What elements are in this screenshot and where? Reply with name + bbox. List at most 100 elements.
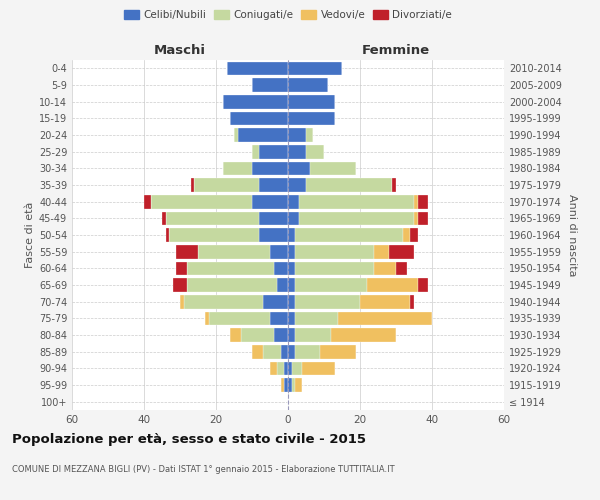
Bar: [288, 212, 299, 225]
Bar: [306, 145, 324, 158]
Bar: [277, 278, 288, 292]
Bar: [263, 345, 281, 358]
Bar: [295, 295, 360, 308]
Bar: [295, 328, 331, 342]
Bar: [288, 78, 328, 92]
Bar: [241, 328, 274, 342]
Bar: [223, 162, 252, 175]
Bar: [306, 178, 392, 192]
Bar: [281, 345, 288, 358]
Bar: [410, 228, 418, 242]
Bar: [295, 262, 374, 275]
Bar: [374, 262, 396, 275]
Bar: [270, 245, 288, 258]
Bar: [288, 295, 295, 308]
Bar: [252, 78, 288, 92]
Bar: [295, 278, 367, 292]
Bar: [331, 328, 396, 342]
Bar: [227, 62, 288, 75]
Bar: [274, 262, 288, 275]
Bar: [288, 195, 299, 208]
Bar: [299, 212, 414, 225]
Bar: [187, 262, 274, 275]
Bar: [284, 362, 288, 375]
Bar: [263, 295, 288, 308]
Bar: [288, 162, 310, 175]
Bar: [259, 178, 288, 192]
Bar: [184, 295, 263, 308]
Bar: [295, 345, 320, 358]
Bar: [252, 145, 259, 158]
Bar: [288, 362, 292, 375]
Bar: [288, 178, 306, 192]
Bar: [288, 95, 335, 108]
Bar: [360, 295, 410, 308]
Bar: [166, 228, 169, 242]
Bar: [396, 262, 407, 275]
Bar: [288, 262, 295, 275]
Bar: [295, 378, 302, 392]
Bar: [338, 312, 432, 325]
Bar: [418, 212, 428, 225]
Bar: [288, 328, 295, 342]
Bar: [367, 278, 418, 292]
Bar: [288, 278, 295, 292]
Bar: [292, 378, 295, 392]
Text: Femmine: Femmine: [362, 44, 430, 57]
Bar: [230, 112, 288, 125]
Bar: [299, 195, 414, 208]
Bar: [252, 162, 288, 175]
Bar: [209, 312, 270, 325]
Bar: [306, 128, 313, 142]
Bar: [194, 178, 259, 192]
Bar: [389, 245, 414, 258]
Bar: [310, 162, 356, 175]
Bar: [238, 128, 288, 142]
Bar: [223, 95, 288, 108]
Bar: [418, 278, 428, 292]
Bar: [410, 295, 414, 308]
Bar: [295, 228, 403, 242]
Bar: [259, 212, 288, 225]
Bar: [259, 145, 288, 158]
Bar: [284, 378, 288, 392]
Bar: [288, 145, 306, 158]
Bar: [414, 195, 418, 208]
Bar: [374, 245, 389, 258]
Bar: [418, 195, 428, 208]
Bar: [270, 362, 277, 375]
Bar: [302, 362, 335, 375]
Text: COMUNE DI MEZZANA BIGLI (PV) - Dati ISTAT 1° gennaio 2015 - Elaborazione TUTTITA: COMUNE DI MEZZANA BIGLI (PV) - Dati ISTA…: [12, 466, 395, 474]
Bar: [166, 212, 259, 225]
Bar: [259, 228, 288, 242]
Bar: [176, 262, 187, 275]
Bar: [252, 345, 263, 358]
Text: Popolazione per età, sesso e stato civile - 2015: Popolazione per età, sesso e stato civil…: [12, 432, 366, 446]
Bar: [414, 212, 418, 225]
Bar: [173, 278, 187, 292]
Bar: [176, 245, 198, 258]
Bar: [180, 295, 184, 308]
Bar: [295, 312, 338, 325]
Bar: [151, 195, 252, 208]
Bar: [392, 178, 396, 192]
Bar: [274, 328, 288, 342]
Bar: [198, 245, 270, 258]
Bar: [270, 312, 288, 325]
Bar: [144, 195, 151, 208]
Bar: [162, 212, 166, 225]
Y-axis label: Anni di nascita: Anni di nascita: [567, 194, 577, 276]
Legend: Celibi/Nubili, Coniugati/e, Vedovi/e, Divorziati/e: Celibi/Nubili, Coniugati/e, Vedovi/e, Di…: [119, 6, 457, 25]
Bar: [288, 245, 295, 258]
Bar: [288, 62, 342, 75]
Bar: [187, 278, 277, 292]
Bar: [205, 312, 209, 325]
Text: Maschi: Maschi: [154, 44, 206, 57]
Bar: [169, 228, 259, 242]
Bar: [288, 112, 335, 125]
Bar: [288, 345, 295, 358]
Bar: [288, 312, 295, 325]
Bar: [288, 128, 306, 142]
Bar: [191, 178, 194, 192]
Bar: [277, 362, 284, 375]
